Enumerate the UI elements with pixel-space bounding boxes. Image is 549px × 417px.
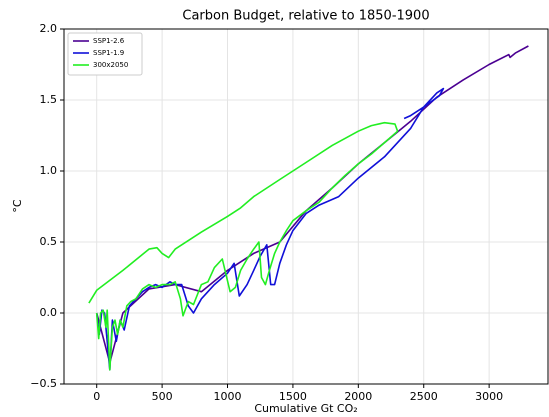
y-tick-label: 2.0 xyxy=(40,22,58,35)
x-tick-label: 500 xyxy=(152,390,173,403)
legend-label: SSP1-2.6 xyxy=(93,37,125,45)
legend-label: 300x2050 xyxy=(93,61,128,69)
y-axis-label: °C xyxy=(11,199,24,213)
y-tick-label: 1.5 xyxy=(40,93,58,106)
data-line xyxy=(95,87,445,371)
x-tick-label: 1000 xyxy=(214,390,242,403)
data-line xyxy=(95,45,529,364)
data-line xyxy=(88,121,399,371)
x-tick-label: 3000 xyxy=(475,390,503,403)
legend-label: SSP1-1.9 xyxy=(93,49,124,57)
y-tick-label: 0.5 xyxy=(40,235,58,248)
legend: SSP1-2.6 SSP1-1.9 300x2050 xyxy=(67,32,143,76)
x-tick-label: 1500 xyxy=(279,390,307,403)
y-tick-label: 1.0 xyxy=(40,164,58,177)
x-tick-label: 0 xyxy=(93,390,100,403)
chart-title: Carbon Budget, relative to 1850-1900 xyxy=(182,9,429,24)
plot-frame xyxy=(63,28,549,385)
y-tick-label: −0.5 xyxy=(30,377,57,390)
y-tick-label: 0.0 xyxy=(40,306,58,319)
x-tick-label: 2500 xyxy=(410,390,438,403)
x-axis-label: Cumulative Gt CO₂ xyxy=(254,402,357,415)
x-tick-label: 2000 xyxy=(344,390,372,403)
